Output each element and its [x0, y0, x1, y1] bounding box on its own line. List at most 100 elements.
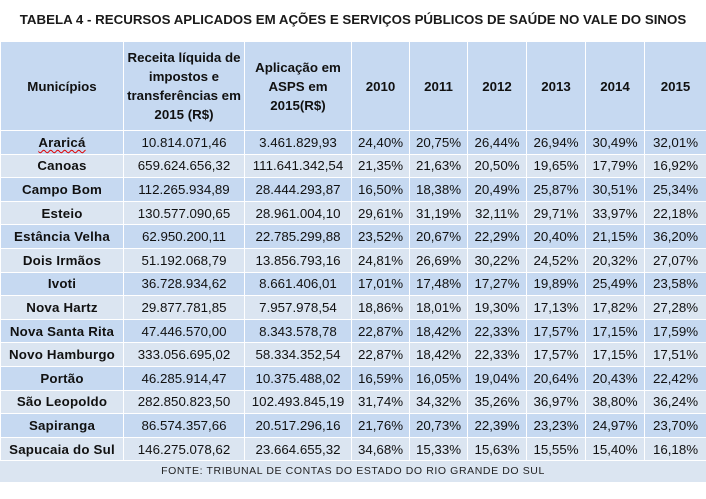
- cell-municipio: Sapiranga: [0, 413, 124, 438]
- cell-pct-2010: 34,68%: [351, 436, 410, 462]
- municipio-name: Sapucaia do Sul: [9, 441, 115, 457]
- table-row: Ivoti 36.728.934,62 8.661.406,01 17,01% 17,4…: [0, 271, 706, 297]
- cell-pct-2014: 17,15%: [585, 342, 645, 367]
- cell-aplicacao: 22.785.299,88: [244, 224, 352, 249]
- cell-municipio: Esteio: [0, 200, 124, 226]
- cell-pct-2015: 23,70%: [644, 413, 706, 438]
- cell-aplicacao: 7.957.978,54: [244, 295, 352, 320]
- cell-pct-2014: 15,40%: [585, 436, 645, 462]
- cell-pct-2010: 16,59%: [351, 365, 410, 391]
- cell-pct-2012: 32,11%: [467, 200, 527, 226]
- table-row: Novo Hamburgo 333.056.695,02 58.334.352,54…: [0, 342, 706, 367]
- header-row: Municípios Receita líquida de impostos e…: [0, 41, 706, 131]
- header-year-2011: 2011: [409, 41, 468, 131]
- table-row: Araricá 10.814.071,46 3.461.829,93 24,40% 20…: [0, 130, 706, 155]
- cell-aplicacao: 111.641.342,54: [244, 153, 352, 179]
- cell-pct-2010: 24,40%: [351, 130, 410, 155]
- table-row: Sapucaia do Sul 146.275.078,62 23.664.655,…: [0, 436, 706, 462]
- cell-aplicacao: 3.461.829,93: [244, 130, 352, 155]
- cell-pct-2012: 20,49%: [467, 177, 527, 202]
- cell-aplicacao: 13.856.793,16: [244, 247, 352, 273]
- cell-aplicacao: 102.493.845,19: [244, 389, 352, 415]
- table-row: Dois Irmãos 51.192.068,79 13.856.793,16 24,…: [0, 247, 706, 273]
- cell-aplicacao: 28.444.293,87: [244, 177, 352, 202]
- cell-receita: 10.814.071,46: [123, 130, 245, 155]
- cell-pct-2010: 18,86%: [351, 295, 410, 320]
- cell-pct-2011: 20,75%: [409, 130, 468, 155]
- cell-pct-2012: 30,22%: [467, 247, 527, 273]
- cell-receita: 659.624.656,32: [123, 153, 245, 179]
- cell-pct-2013: 19,89%: [526, 271, 586, 297]
- cell-pct-2010: 16,50%: [351, 177, 410, 202]
- table-row: Canoas 659.624.656,32 111.641.342,54 21,35%…: [0, 153, 706, 179]
- municipio-name: Portão: [40, 370, 84, 386]
- municipio-name: Esteio: [41, 205, 83, 221]
- cell-pct-2012: 19,04%: [467, 365, 527, 391]
- cell-pct-2014: 24,97%: [585, 413, 645, 438]
- cell-pct-2011: 16,05%: [409, 365, 468, 391]
- cell-pct-2010: 31,74%: [351, 389, 410, 415]
- cell-pct-2011: 18,42%: [409, 342, 468, 367]
- cell-pct-2010: 22,87%: [351, 342, 410, 367]
- cell-pct-2015: 36,20%: [644, 224, 706, 249]
- cell-pct-2012: 22,33%: [467, 342, 527, 367]
- source-footer: FONTE: TRIBUNAL DE CONTAS DO ESTADO DO R…: [0, 461, 706, 483]
- cell-pct-2012: 22,33%: [467, 318, 527, 344]
- cell-pct-2010: 22,87%: [351, 318, 410, 344]
- cell-municipio: Nova Hartz: [0, 295, 124, 320]
- cell-pct-2014: 17,15%: [585, 318, 645, 344]
- cell-pct-2013: 15,55%: [526, 436, 586, 462]
- table-row: Sapiranga 86.574.357,66 20.517.296,16 21,76…: [0, 413, 706, 438]
- cell-pct-2013: 24,52%: [526, 247, 586, 273]
- cell-municipio: Estância Velha: [0, 224, 124, 249]
- cell-pct-2015: 36,24%: [644, 389, 706, 415]
- cell-municipio: Nova Santa Rita: [0, 318, 124, 344]
- cell-pct-2015: 27,07%: [644, 247, 706, 273]
- cell-pct-2013: 29,71%: [526, 200, 586, 226]
- cell-aplicacao: 10.375.488,02: [244, 365, 352, 391]
- cell-receita: 146.275.078,62: [123, 436, 245, 462]
- cell-pct-2014: 30,49%: [585, 130, 645, 155]
- cell-pct-2011: 18,42%: [409, 318, 468, 344]
- table-row: Nova Hartz 29.877.781,85 7.957.978,54 18,86…: [0, 295, 706, 320]
- cell-pct-2010: 24,81%: [351, 247, 410, 273]
- cell-pct-2015: 22,42%: [644, 365, 706, 391]
- cell-pct-2012: 20,50%: [467, 153, 527, 179]
- cell-municipio: Campo Bom: [0, 177, 124, 202]
- cell-pct-2011: 20,67%: [409, 224, 468, 249]
- cell-pct-2012: 22,29%: [467, 224, 527, 249]
- municipio-name: Estância Velha: [14, 229, 110, 245]
- table-row: Nova Santa Rita 47.446.570,00 8.343.578,78…: [0, 318, 706, 344]
- municipio-name: Ivoti: [47, 276, 77, 292]
- cell-pct-2015: 32,01%: [644, 130, 706, 155]
- header-year-2012: 2012: [467, 41, 527, 131]
- header-municipios: Municípios: [0, 41, 124, 131]
- cell-aplicacao: 20.517.296,16: [244, 413, 352, 438]
- table-row: Estância Velha 62.950.200,11 22.785.299,88…: [0, 224, 706, 249]
- cell-pct-2015: 16,92%: [644, 153, 706, 179]
- cell-pct-2012: 22,39%: [467, 413, 527, 438]
- cell-pct-2010: 29,61%: [351, 200, 410, 226]
- cell-municipio: São Leopoldo: [0, 389, 124, 415]
- municipio-name: São Leopoldo: [16, 394, 108, 410]
- header-receita: Receita líquida de impostos e transferên…: [123, 41, 245, 131]
- municipio-name: Araricá: [38, 134, 86, 150]
- cell-pct-2011: 18,38%: [409, 177, 468, 202]
- cell-municipio: Ivoti: [0, 271, 124, 297]
- municipio-name: Campo Bom: [21, 181, 103, 197]
- municipio-name: Nova Santa Rita: [9, 323, 115, 339]
- cell-pct-2011: 26,69%: [409, 247, 468, 273]
- table-row: Campo Bom 112.265.934,89 28.444.293,87 16,5…: [0, 177, 706, 202]
- table-row: Esteio 130.577.090,65 28.961.004,10 29,61% 3…: [0, 200, 706, 226]
- cell-aplicacao: 8.661.406,01: [244, 271, 352, 297]
- cell-pct-2013: 17,57%: [526, 318, 586, 344]
- municipio-name: Dois Irmãos: [22, 252, 102, 268]
- cell-pct-2011: 17,48%: [409, 271, 468, 297]
- cell-municipio: Portão: [0, 365, 124, 391]
- cell-aplicacao: 23.664.655,32: [244, 436, 352, 462]
- cell-pct-2012: 15,63%: [467, 436, 527, 462]
- data-table: Municípios Receita líquida de impostos e…: [0, 41, 706, 462]
- cell-receita: 112.265.934,89: [123, 177, 245, 202]
- cell-receita: 36.728.934,62: [123, 271, 245, 297]
- cell-pct-2015: 25,34%: [644, 177, 706, 202]
